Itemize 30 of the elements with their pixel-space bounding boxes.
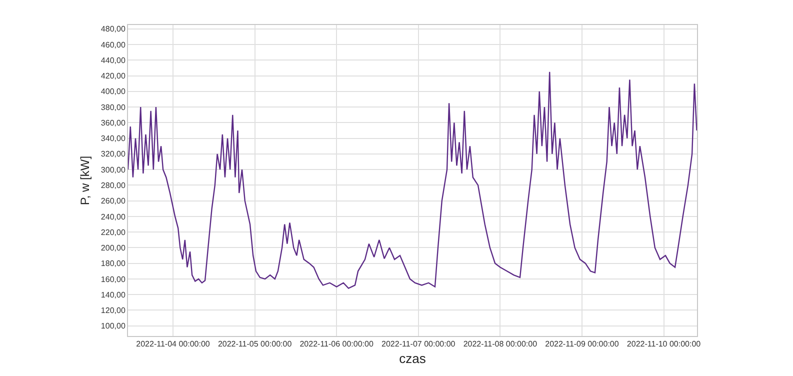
y-tick-label: 380,00 (100, 102, 126, 112)
x-tick-label: 2022-11-04 00:00:00 (136, 340, 210, 349)
y-tick-label: 480,00 (100, 24, 126, 34)
x-tick-label: 2022-11-07 00:00:00 (382, 340, 456, 349)
y-tick-label: 140,00 (100, 290, 126, 300)
y-tick-label: 340,00 (100, 134, 126, 144)
y-tick-label: 320,00 (100, 150, 126, 159)
y-tick-label: 280,00 (100, 180, 126, 190)
y-tick-label: 300,00 (100, 165, 126, 174)
y-tick-label: 420,00 (100, 72, 126, 81)
y-tick-label: 460,00 (100, 40, 126, 50)
y-tick-label: 120,00 (100, 306, 126, 316)
y-tick-label: 240,00 (100, 212, 126, 222)
y-tick-label: 200,00 (100, 244, 126, 252)
x-tick-label: 2022-11-09 00:00:00 (545, 340, 620, 349)
y-tick-label: 360,00 (100, 118, 126, 128)
x-tick-label: 2022-11-08 00:00:00 (463, 340, 538, 349)
y-tick-label: 440,00 (100, 56, 126, 65)
y-tick-label: 220,00 (100, 228, 126, 237)
y-tick-label: 180,00 (100, 259, 126, 268)
y-axis-title: P, w [kW] (78, 156, 92, 206)
y-tick-label: 400,00 (100, 87, 126, 96)
y-tick-label: 160,00 (100, 274, 126, 284)
x-axis-title: czas (399, 351, 426, 366)
y-tick-label: 100,00 (100, 322, 126, 331)
x-tick-label: 2022-11-10 00:00:00 (626, 340, 702, 349)
x-tick-label: 2022-11-06 00:00:00 (300, 340, 374, 349)
x-tick-label: 2022-11-05 00:00:00 (218, 340, 292, 349)
line-series (128, 71, 697, 289)
y-tick-label: 260,00 (100, 196, 126, 206)
